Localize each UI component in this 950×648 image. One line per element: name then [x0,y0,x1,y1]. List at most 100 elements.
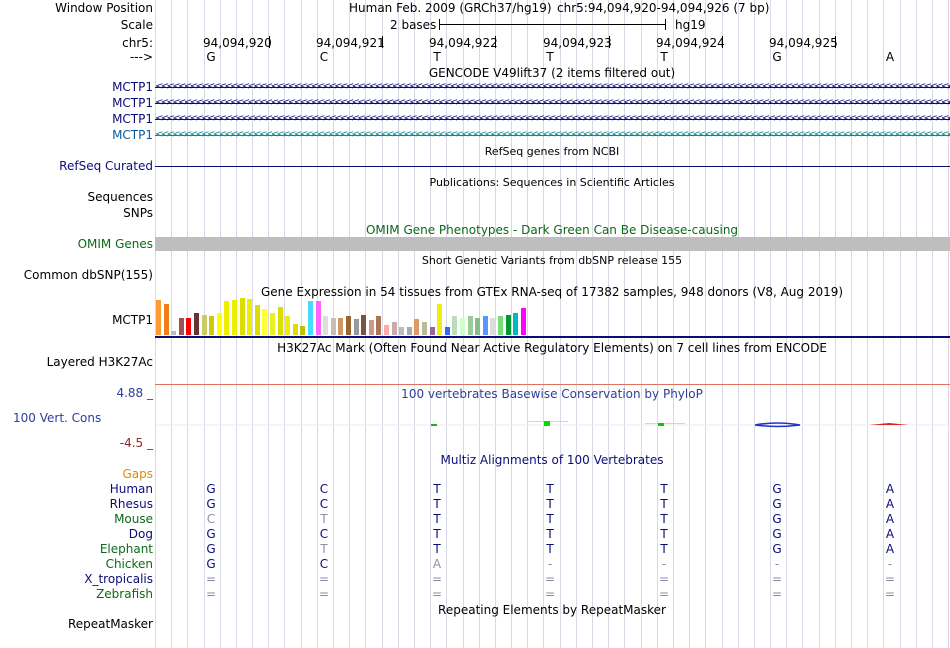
species-label[interactable]: Human [109,482,153,496]
gencode-item-1[interactable]: MCTP1 [112,96,153,110]
alignment-base: = [544,587,556,601]
gtex-bar[interactable] [171,331,177,335]
phylop-plot[interactable] [155,405,950,435]
gtex-bar[interactable] [391,322,397,335]
gtex-bar[interactable] [361,315,367,335]
gtex-bar[interactable] [353,319,359,335]
gtex-bar[interactable] [513,313,519,335]
refseq-gene-line[interactable] [155,166,950,167]
omim-label[interactable]: OMIM Genes [77,237,153,251]
species-label[interactable]: Dog [128,527,153,541]
coord-tick-4 [722,36,723,48]
gtex-bar[interactable] [338,318,344,335]
alignment-base: A [885,512,895,526]
gtex-bar[interactable] [460,318,465,335]
gencode-item-3[interactable]: MCTP1 [112,128,153,142]
gtex-bar[interactable] [315,301,321,335]
gtex-bar[interactable] [475,318,481,335]
gtex-bar[interactable] [224,301,230,335]
gtex-bar[interactable] [505,315,511,335]
gtex-bar[interactable] [239,298,245,335]
alignment-base: G [772,497,782,511]
alignment-base: G [772,512,782,526]
gtex-bar[interactable] [292,324,298,335]
refseq-label[interactable]: RefSeq Curated [59,159,153,173]
gene-model-1[interactable]: <<<<<<<<<<<<<<<<<<<<<<<<<<<<<<<<<<<<<<<<… [155,97,950,109]
gtex-bar[interactable] [285,316,291,335]
gene-model-2[interactable]: <<<<<<<<<<<<<<<<<<<<<<<<<<<<<<<<<<<<<<<<… [155,113,950,125]
gaps-label[interactable]: Gaps [122,467,153,481]
gtex-bar[interactable] [186,318,192,335]
repeatmasker-label[interactable]: RepeatMasker [67,617,153,631]
gtex-bar[interactable] [277,307,283,335]
gtex-bar[interactable] [467,316,473,335]
alignment-base: = [318,572,330,586]
gencode-item-2[interactable]: MCTP1 [112,112,153,126]
species-label[interactable]: Rhesus [109,497,153,511]
omim-gene-bar[interactable] [155,237,950,251]
gtex-bar[interactable] [209,316,215,335]
gtex-bar[interactable] [323,316,329,335]
gtex-bar[interactable] [300,326,306,335]
gene-model-3[interactable]: <<<<<<<<<<<<<<<<<<<<<<<<<<<<<<<<<<<<<<<<… [155,129,950,141]
gtex-bar[interactable] [520,308,526,335]
alignment-base: = [658,572,670,586]
gtex-bar[interactable] [254,305,260,335]
gtex-bar[interactable] [437,304,443,335]
alignment-base: T [546,527,554,541]
gtex-bar[interactable] [482,316,488,335]
gtex-bar[interactable] [216,313,222,335]
gtex-bar[interactable] [262,309,268,335]
alignment-base: - [547,557,553,571]
gtex-bar[interactable] [384,325,389,335]
gencode-item-0[interactable]: MCTP1 [112,80,153,94]
gtex-bar[interactable] [414,319,420,335]
gtex-bar[interactable] [368,320,374,335]
gtex-bar[interactable] [232,300,237,335]
gtex-bar[interactable] [194,313,199,335]
gtex-bar[interactable] [422,322,427,335]
ref-base-2: T [433,50,441,64]
species-label[interactable]: Chicken [105,557,153,571]
gtex-bar-chart[interactable] [155,298,545,335]
species-label[interactable]: Zebrafish [96,587,153,601]
species-label[interactable]: X_tropicalis [84,572,153,586]
alignment-base: A [885,542,895,556]
alignment-base: - [887,557,893,571]
alignment-base: T [433,527,441,541]
ref-base-6: A [885,50,895,64]
gtex-bar[interactable] [376,316,382,335]
gtex-bar[interactable] [330,318,336,335]
gtex-bar[interactable] [452,316,458,335]
gtex-bar[interactable] [156,300,161,335]
gtex-bar[interactable] [178,318,184,335]
gtex-bar[interactable] [270,313,275,335]
h3k27ac-label[interactable]: Layered H3K27Ac [46,355,153,369]
sequences-label[interactable]: Sequences [87,190,153,204]
gtex-bar[interactable] [163,304,169,335]
gtex-bar[interactable] [406,327,412,335]
gtex-bar[interactable] [498,316,503,335]
snps-label[interactable]: SNPs [123,206,153,220]
gtex-bar[interactable] [201,315,207,335]
strand-label: ---> [129,50,153,64]
gtex-bar[interactable] [429,327,435,335]
alignment-base: T [546,512,554,526]
phylop-max: 4.88 _ [116,386,153,400]
gtex-bar[interactable] [444,327,450,335]
chr-label: chr5: [122,36,153,50]
dbsnp-label[interactable]: Common dbSNP(155) [23,268,153,282]
alignment-base: = [544,572,556,586]
gtex-label[interactable]: MCTP1 [112,313,153,327]
alignment-base: T [660,527,668,541]
gtex-bar[interactable] [308,301,313,335]
gtex-bar[interactable] [490,318,496,335]
gtex-bar[interactable] [247,299,253,335]
phylop-label[interactable]: 100 Vert. Cons [13,411,102,425]
species-label[interactable]: Mouse [114,512,153,526]
gtex-bar[interactable] [346,316,351,335]
gene-model-0[interactable]: <<<<<<<<<<<<<<<<<<<<<<<<<<<<<<<<<<<<<<<<… [155,81,950,93]
species-label[interactable]: Elephant [99,542,153,556]
gtex-bar[interactable] [399,327,405,335]
